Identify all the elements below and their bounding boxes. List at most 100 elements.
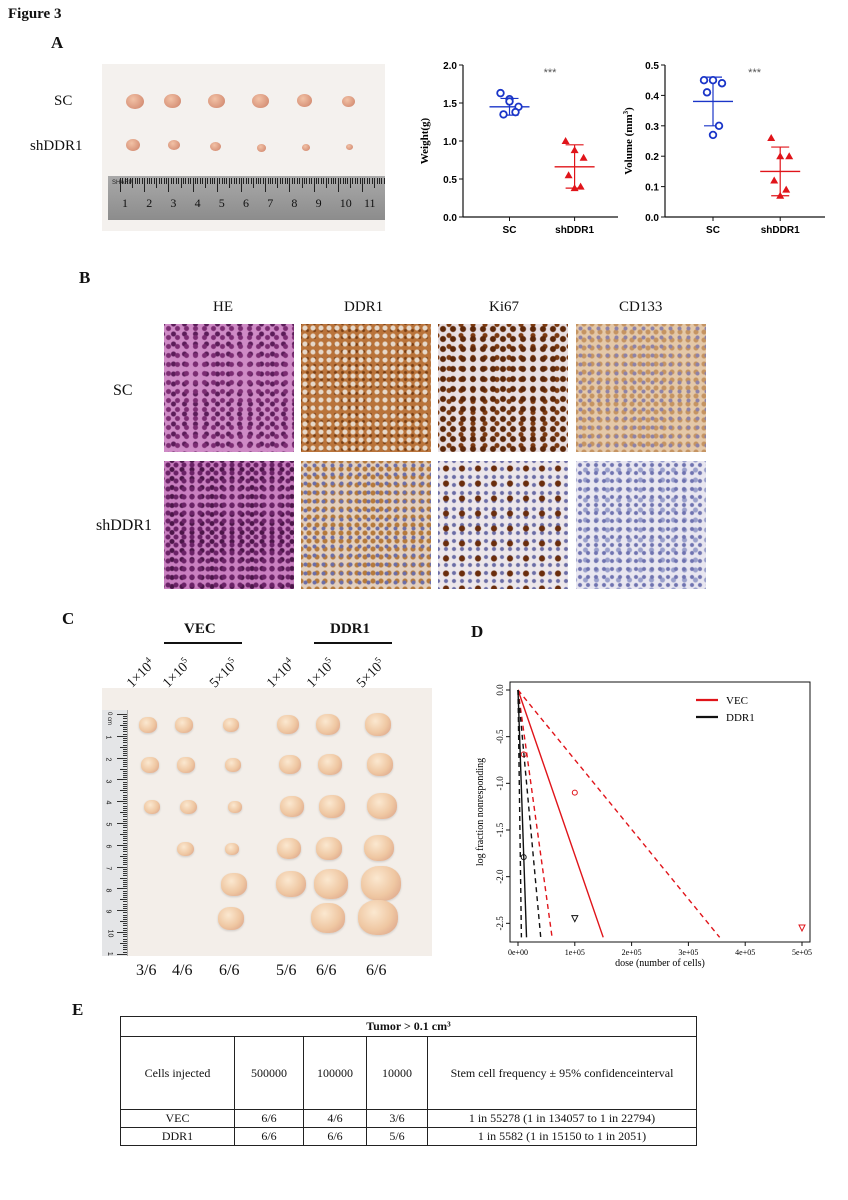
ruler-tick [117, 779, 127, 781]
tumor [367, 753, 393, 776]
ruler-tick [308, 178, 310, 184]
table-col-label: Stem cell frequency ± 95% confidenceinte… [427, 1036, 697, 1110]
ruler-tick [359, 178, 361, 184]
data-point [561, 137, 570, 144]
ruler-tick [136, 178, 138, 184]
ruler-tick [123, 868, 127, 870]
ruler-tick [291, 178, 293, 184]
data-point [699, 76, 709, 85]
data-point [570, 184, 579, 192]
tumor [311, 903, 345, 933]
ruler-number: 10 [339, 196, 352, 210]
data-point [702, 88, 712, 97]
ruler-tick [123, 716, 127, 718]
tumor [276, 871, 306, 898]
ruler-tick [123, 729, 127, 731]
y-tick-label: 2.0 [443, 61, 457, 72]
y-tick-label: -2.0 [495, 869, 505, 884]
ruler-tick [123, 820, 127, 822]
ruler-tick [123, 864, 127, 866]
ruler-tick [120, 877, 127, 879]
ruler-tick [123, 929, 127, 931]
tumor [139, 717, 157, 733]
ruler-tick [120, 855, 127, 857]
tumor [280, 796, 304, 818]
dose-label: 1×105 [160, 654, 192, 692]
ruler-tick [123, 936, 127, 938]
y-tick-label: 0.3 [645, 122, 659, 133]
ruler-number: 2 [146, 196, 153, 210]
ruler-tick [123, 934, 127, 936]
data-point [798, 924, 806, 933]
ruler-tick [123, 881, 127, 883]
ruler-tick [337, 178, 339, 192]
y-tick-label: 0.0 [645, 213, 659, 224]
ruler-tick [123, 947, 127, 949]
ruler-tick [123, 766, 127, 768]
ruler-tick [168, 178, 170, 192]
data-point [511, 107, 520, 117]
significance-label: *** [544, 67, 558, 79]
ruler-tick [117, 801, 127, 803]
data-point [708, 76, 718, 85]
ruler-label: 0 cm [106, 712, 112, 726]
tumor [361, 866, 401, 902]
ruler-tick [123, 938, 127, 940]
ruler-tick [301, 178, 303, 188]
ruler-tick [221, 178, 223, 184]
ruler-tick [199, 178, 201, 184]
ihc-cd133-sc [576, 324, 706, 452]
ruler-tick [163, 178, 165, 184]
ruler-tick [123, 892, 127, 894]
tumor [277, 715, 299, 735]
tumor [228, 801, 242, 814]
ruler-tick [369, 178, 371, 184]
ruler-tick [123, 803, 127, 805]
fraction-label: 3/6 [136, 962, 157, 979]
data-point [714, 121, 724, 130]
ruler-number: 8 [291, 196, 298, 210]
data-point [564, 171, 573, 179]
tumor [225, 843, 239, 856]
ruler-tick [123, 890, 127, 892]
ruler-tick [267, 178, 269, 184]
tumor [126, 94, 144, 110]
ruler-tick [236, 178, 238, 184]
tumor [358, 900, 398, 936]
ruler-tick [332, 178, 334, 184]
ruler-tick [325, 178, 327, 188]
ruler-tick [376, 178, 378, 184]
ruler-tick [158, 178, 160, 184]
ruler-tick [364, 178, 366, 184]
ruler-tick [123, 862, 127, 864]
ruler-tick [123, 903, 127, 905]
ruler-tick [123, 748, 127, 750]
ihc-ddr1-shddr1 [301, 461, 431, 589]
group-label-ddr1: DDR1 [330, 621, 370, 637]
ruler-tick [151, 178, 153, 184]
ruler-number: 1 [122, 196, 128, 210]
ruler-tick [185, 178, 187, 184]
data-point [785, 152, 794, 160]
ruler-tick [187, 178, 189, 184]
ruler-tick [117, 953, 127, 955]
x-tick-label: 4e+05 [735, 948, 755, 957]
ruler-tick [202, 178, 204, 184]
data-point [570, 915, 579, 923]
table-cell: 1 in 5582 (1 in 15150 to 1 in 2051) [427, 1127, 697, 1146]
ruler-tick [357, 178, 359, 184]
ruler-tick [272, 178, 274, 184]
data-point [776, 152, 785, 160]
ruler-tick [123, 761, 127, 763]
ruler-tick [120, 812, 127, 814]
ruler-tick [123, 799, 127, 801]
ruler-tick [123, 783, 127, 785]
x-axis-label: dose (number of cells) [615, 958, 705, 969]
ruler-tick [123, 775, 127, 777]
row-label-sc: SC [54, 93, 73, 109]
ruler-tick [134, 178, 136, 184]
estimate-line [517, 689, 528, 938]
tumor [342, 96, 355, 108]
ihc-ki67-sc [438, 324, 568, 452]
ruler-number: 11 [364, 196, 376, 210]
